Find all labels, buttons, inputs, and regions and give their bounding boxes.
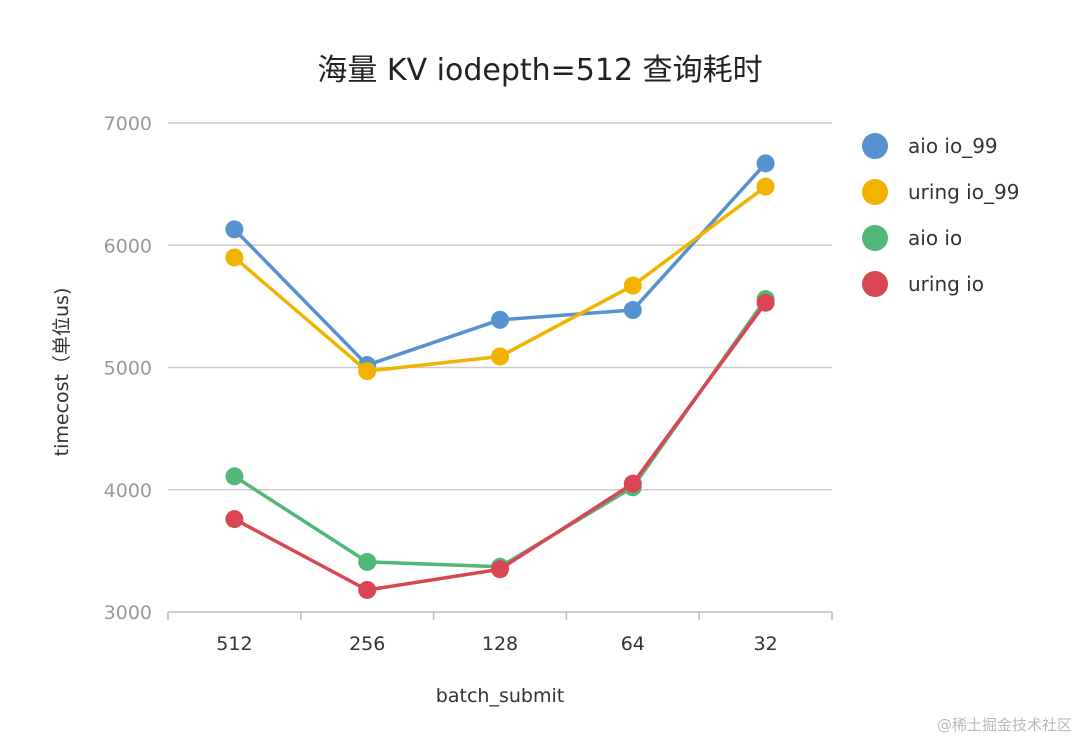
data-point bbox=[225, 220, 244, 239]
chart-title: 海量 KV iodepth=512 查询耗时 bbox=[317, 53, 762, 88]
x-tick-label: 512 bbox=[216, 633, 252, 655]
series-uring-io_99 bbox=[225, 177, 775, 381]
series-aio-io bbox=[225, 290, 775, 576]
y-axis-ticks: 3000 4000 5000 6000 7000 bbox=[104, 113, 152, 624]
y-tick-label: 4000 bbox=[104, 480, 152, 502]
y-tick-label: 7000 bbox=[104, 113, 152, 135]
legend-marker bbox=[862, 179, 888, 205]
data-point bbox=[225, 248, 244, 267]
legend-entry: aio io_99 bbox=[908, 134, 998, 158]
legend-marker bbox=[862, 271, 888, 297]
legend-marker bbox=[862, 133, 888, 159]
data-point bbox=[358, 362, 377, 381]
series-group bbox=[225, 154, 775, 599]
series-line bbox=[233, 185, 767, 373]
series-aio-io_99 bbox=[225, 154, 775, 375]
data-point bbox=[358, 580, 377, 599]
data-point bbox=[225, 510, 244, 529]
legend-entry: aio io bbox=[908, 226, 962, 250]
data-point bbox=[358, 552, 377, 571]
legend-entry: uring io_99 bbox=[908, 180, 1019, 204]
data-point bbox=[491, 347, 509, 366]
x-tick-label: 256 bbox=[349, 633, 385, 655]
data-point bbox=[491, 560, 509, 579]
data-point bbox=[756, 177, 775, 196]
series-line bbox=[233, 162, 767, 367]
series-line bbox=[233, 301, 768, 592]
grid-lines bbox=[168, 122, 832, 613]
series-uring-io bbox=[225, 293, 775, 599]
data-point bbox=[623, 474, 642, 493]
series-line bbox=[233, 298, 768, 569]
data-point bbox=[491, 310, 509, 329]
y-axis-label: timecost（单位us) bbox=[51, 288, 73, 457]
data-point bbox=[756, 293, 775, 312]
y-tick-label: 6000 bbox=[104, 235, 152, 257]
legend-entry: uring io bbox=[908, 272, 984, 296]
x-tick-label: 64 bbox=[621, 633, 645, 655]
data-point bbox=[225, 467, 244, 486]
watermark: @稀土掘金技术社区 bbox=[936, 716, 1072, 734]
legend-marker bbox=[862, 225, 888, 251]
y-tick-label: 5000 bbox=[104, 358, 152, 380]
x-axis: 512 256 128 64 32 bbox=[167, 612, 833, 655]
y-tick-label: 3000 bbox=[104, 602, 152, 624]
x-tick-label: 32 bbox=[754, 633, 778, 655]
data-point bbox=[623, 301, 642, 320]
data-point bbox=[756, 154, 775, 173]
x-tick-label: 128 bbox=[482, 633, 518, 655]
data-point bbox=[623, 276, 642, 295]
x-axis-label: batch_submit bbox=[436, 685, 564, 707]
